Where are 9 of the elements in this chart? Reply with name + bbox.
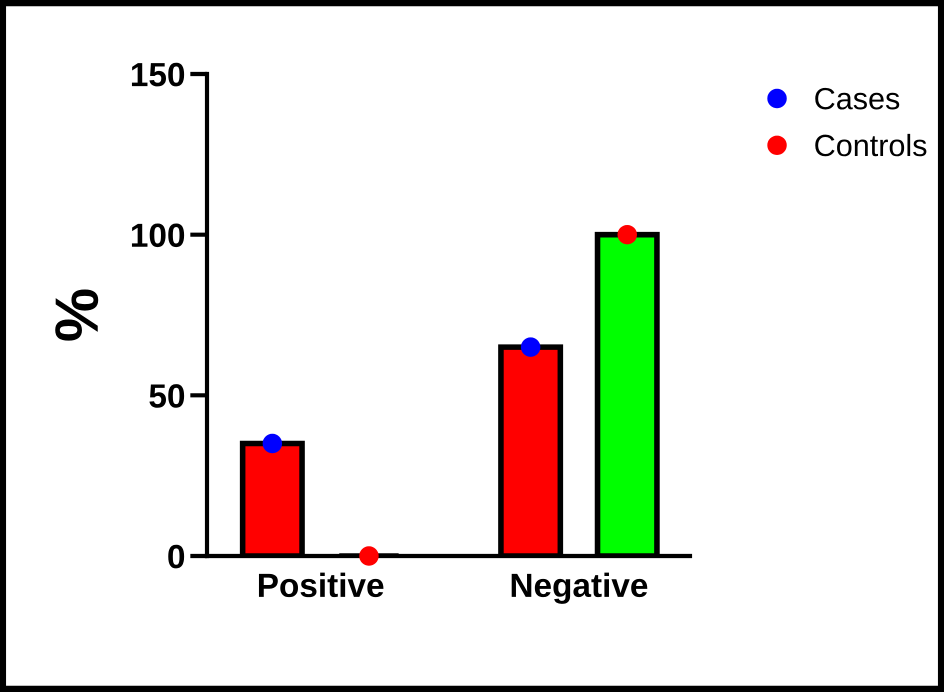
y-tick-label: 50 [149,384,184,408]
legend-label: Controls [815,134,926,156]
x-tick-label: Negative [512,572,648,604]
y-axis-title: % [55,289,98,341]
y-tick-label: 150 [132,62,184,86]
y-tick-label: 0 [168,544,184,568]
x-tick-label: Positive [258,572,384,598]
legend-label: Cases [815,88,900,110]
y-tick-label: 100 [132,223,184,248]
